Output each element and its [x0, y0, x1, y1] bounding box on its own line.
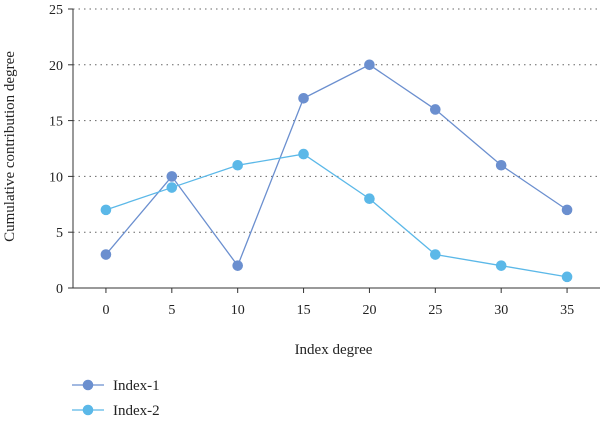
legend-item-index-2[interactable]: Index-2 — [72, 403, 160, 419]
legend-label-index-2: Index-2 — [113, 403, 160, 419]
data-point-index-2[interactable] — [430, 249, 441, 260]
legend-label-index-1: Index-1 — [113, 378, 160, 394]
x-tick-label: 0 — [102, 303, 109, 318]
data-point-index-1[interactable] — [430, 104, 441, 115]
y-tick-label: 20 — [49, 59, 63, 74]
series-line-index-2 — [105, 153, 568, 278]
data-point-index-1[interactable] — [166, 171, 178, 182]
x-tick-label: 10 — [231, 303, 245, 318]
y-tick-label: 25 — [49, 3, 63, 18]
y-tick-label: 0 — [56, 282, 63, 297]
data-point-index-2[interactable] — [232, 159, 243, 171]
y-tick-label: 5 — [56, 226, 63, 241]
series — [100, 59, 573, 283]
x-tick-label: 20 — [362, 303, 376, 318]
y-axis-title: Cumulative contribution degree — [2, 51, 18, 242]
data-point-index-2[interactable] — [364, 193, 375, 205]
x-axis-title: Index degree — [295, 342, 373, 358]
data-point-index-2[interactable] — [561, 271, 573, 283]
data-point-index-2[interactable] — [298, 148, 309, 160]
grid-lines — [73, 8, 600, 233]
data-point-index-2[interactable] — [495, 260, 507, 271]
x-tick-label: 30 — [494, 303, 508, 318]
legend-marker-index-1 — [82, 379, 94, 391]
x-tick-label: 25 — [428, 303, 442, 318]
data-point-index-1[interactable] — [561, 204, 573, 216]
data-point-index-1[interactable] — [495, 159, 507, 171]
x-tick-label: 35 — [560, 303, 574, 318]
y-tick-label: 15 — [49, 115, 63, 130]
data-point-index-1[interactable] — [364, 59, 375, 71]
data-point-index-1[interactable] — [298, 92, 309, 104]
y-tick-label: 10 — [49, 170, 63, 185]
data-point-index-1[interactable] — [232, 260, 243, 271]
data-point-index-1[interactable] — [100, 249, 112, 260]
legend-item-index-1[interactable]: Index-1 — [72, 378, 160, 394]
x-tick-label: 15 — [297, 303, 311, 318]
data-point-index-2[interactable] — [100, 204, 112, 216]
data-point-index-2[interactable] — [166, 182, 178, 193]
axes — [72, 9, 600, 289]
x-tick-label: 5 — [168, 303, 175, 318]
legend: Index-1 Index-2 — [72, 378, 160, 419]
series-line-index-1 — [105, 64, 568, 268]
ticks: 0 5 10 15 20 25 0 5 10 15 20 25 30 35 — [49, 3, 574, 318]
legend-marker-index-2 — [82, 404, 94, 416]
